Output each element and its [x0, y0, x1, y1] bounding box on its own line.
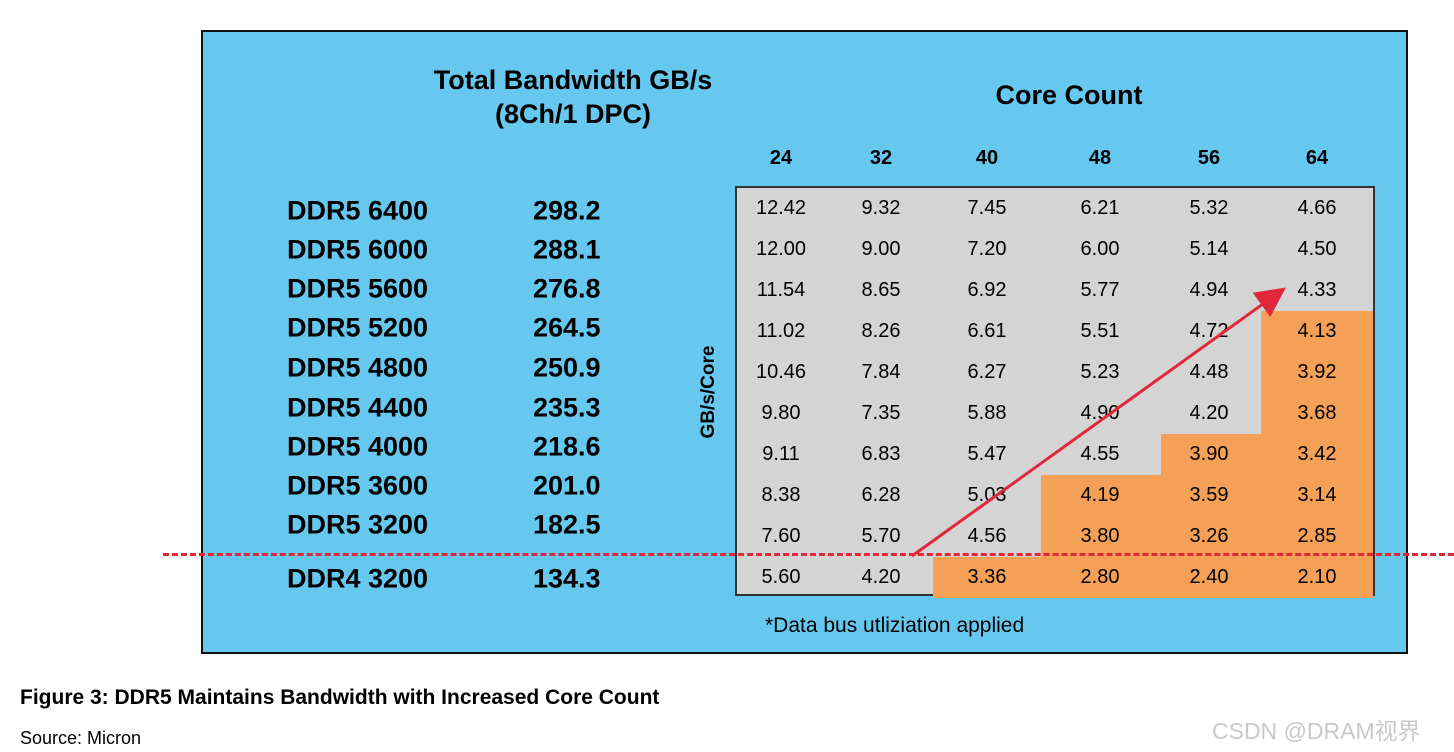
gb-per-core-cell: 4.56 [967, 525, 1007, 547]
gb-per-core-cell: 3.42 [1261, 434, 1373, 475]
gb-per-core-cell: 2.10 [1261, 557, 1373, 598]
total-bandwidth-value: 250.9 [533, 352, 601, 383]
gb-per-core-cell: 4.66 [1297, 197, 1337, 219]
total-bandwidth-value: 218.6 [533, 431, 601, 462]
core-count-40: 40 [975, 147, 999, 169]
gb-per-core-cell: 12.42 [755, 197, 807, 219]
memory-type-label: DDR5 4000 [287, 431, 429, 462]
gb-per-core-cell: 4.20 [861, 566, 901, 588]
memory-type-label: DDR5 5200 [287, 312, 429, 343]
gb-per-core-cell: 6.61 [967, 320, 1007, 342]
gb-per-core-cell: 6.00 [1080, 238, 1120, 260]
gb-per-core-cell: 4.33 [1297, 279, 1337, 301]
trend-arrow-line [911, 287, 1286, 558]
gb-per-core-cell: 5.23 [1080, 361, 1120, 383]
gb-per-core-cell: 6.83 [861, 443, 901, 465]
gb-per-core-cell: 3.92 [1261, 352, 1373, 393]
total-bandwidth-value: 201.0 [533, 470, 601, 501]
memory-type-label: DDR5 6400 [287, 195, 429, 226]
gb-per-core-cell: 3.36 [933, 557, 1041, 598]
gb-per-core-cell: 7.45 [967, 197, 1007, 219]
chart-title: Total Bandwidth GB/s [433, 65, 713, 95]
gb-per-core-cell: 6.27 [967, 361, 1007, 383]
gb-per-core-cell: 5.77 [1080, 279, 1120, 301]
gb-per-core-cell: 11.54 [756, 279, 806, 301]
gb-per-core-cell: 5.47 [967, 443, 1007, 465]
gb-per-core-cell: 4.55 [1080, 443, 1120, 465]
core-count-64: 64 [1305, 147, 1329, 169]
memory-type-label: DDR5 4800 [287, 352, 429, 383]
total-bandwidth-value: 235.3 [533, 392, 601, 423]
gb-per-core-cell: 3.68 [1261, 393, 1373, 434]
gb-per-core-cell: 5.60 [761, 566, 801, 588]
total-bandwidth-value: 276.8 [533, 273, 601, 304]
core-count-56: 56 [1197, 147, 1221, 169]
total-bandwidth-value: 182.5 [533, 509, 601, 540]
gb-per-core-cell: 4.19 [1041, 475, 1161, 516]
chart-subtitle: (8Ch/1 DPC) [494, 99, 651, 129]
gb-per-core-cell: 2.85 [1261, 516, 1373, 557]
total-bandwidth-value: 288.1 [533, 234, 601, 265]
gb-per-core-cell: 7.60 [761, 525, 801, 547]
gb-per-core-cell: 9.00 [861, 238, 901, 260]
total-bandwidth-value: 134.3 [533, 563, 601, 594]
gb-per-core-cell: 6.28 [861, 484, 901, 506]
total-bandwidth-header: Total Bandwidth GB/s (8Ch/1 DPC) [401, 63, 745, 131]
gb-per-core-cell: 9.11 [762, 443, 800, 465]
gb-per-core-cell: 10.46 [755, 361, 807, 383]
gb-per-core-cell: 3.59 [1161, 475, 1261, 516]
core-count-48: 48 [1088, 147, 1112, 169]
gb-per-core-cell: 6.92 [967, 279, 1007, 301]
gb-per-core-cell: 5.51 [1080, 320, 1120, 342]
gb-per-core-cell: 11.02 [756, 320, 806, 342]
gb-per-core-cell: 2.40 [1161, 557, 1261, 598]
memory-type-label: DDR5 3600 [287, 470, 429, 501]
gb-per-core-cell: 4.90 [1080, 402, 1120, 424]
gb-per-core-cell: 6.21 [1080, 197, 1120, 219]
gb-per-core-cell: 5.14 [1189, 238, 1229, 260]
gb-per-core-cell: 3.26 [1161, 516, 1261, 557]
watermark: CSDN @DRAM视界 [1212, 718, 1421, 744]
gb-per-core-cell: 5.70 [861, 525, 901, 547]
memory-type-label: DDR5 3200 [287, 509, 429, 540]
total-bandwidth-value: 264.5 [533, 312, 601, 343]
gb-per-core-cell: 9.80 [761, 402, 801, 424]
gb-per-core-cell: 3.80 [1041, 516, 1161, 557]
memory-type-label: DDR4 3200 [287, 563, 429, 594]
gb-per-core-cell: 4.94 [1189, 279, 1229, 301]
figure-caption: Figure 3: DDR5 Maintains Bandwidth with … [20, 686, 660, 709]
gb-per-core-cell: 8.65 [861, 279, 901, 301]
core-count-24: 24 [769, 147, 793, 169]
gb-per-core-cell: 9.32 [861, 197, 901, 219]
footnote: *Data bus utliziation applied [765, 614, 1025, 637]
gb-per-core-cell: 4.50 [1297, 238, 1337, 260]
total-bandwidth-value: 298.2 [533, 195, 601, 226]
gb-per-core-cell: 3.90 [1161, 434, 1261, 475]
per-core-table: 12.42 9.32 7.45 6.21 5.32 4.66 12.00 9.00 7.20 6.… [735, 186, 1375, 598]
gb-per-core-cell: 5.88 [967, 402, 1007, 424]
memory-type-label: DDR5 6000 [287, 234, 429, 265]
gb-per-core-cell: 4.20 [1189, 402, 1229, 424]
core-count-32: 32 [869, 147, 893, 169]
gb-per-core-cell: 12.00 [755, 238, 807, 260]
core-count-header: Core Count [995, 80, 1143, 110]
gb-per-core-cell: 4.13 [1261, 311, 1373, 352]
gb-per-core-cell: 2.80 [1041, 557, 1161, 598]
memory-type-label: DDR5 4400 [287, 392, 429, 423]
memory-type-label: DDR5 5600 [287, 273, 429, 304]
gb-per-core-cell: 5.03 [967, 484, 1007, 506]
gb-per-core-cell: 8.26 [861, 320, 901, 342]
source-text: Source: Micron [20, 728, 142, 748]
gb-per-core-cell: 8.38 [761, 484, 801, 506]
gb-per-core-cell: 7.20 [967, 238, 1007, 260]
gb-per-core-cell: 3.14 [1261, 475, 1373, 516]
ddr4-separator-line [163, 553, 1454, 556]
gb-per-core-cell: 7.84 [861, 361, 901, 383]
gb-per-core-cell: 4.48 [1189, 361, 1229, 383]
gb-per-core-cell: 7.35 [861, 402, 901, 424]
gb-per-core-cell: 5.32 [1189, 197, 1229, 219]
